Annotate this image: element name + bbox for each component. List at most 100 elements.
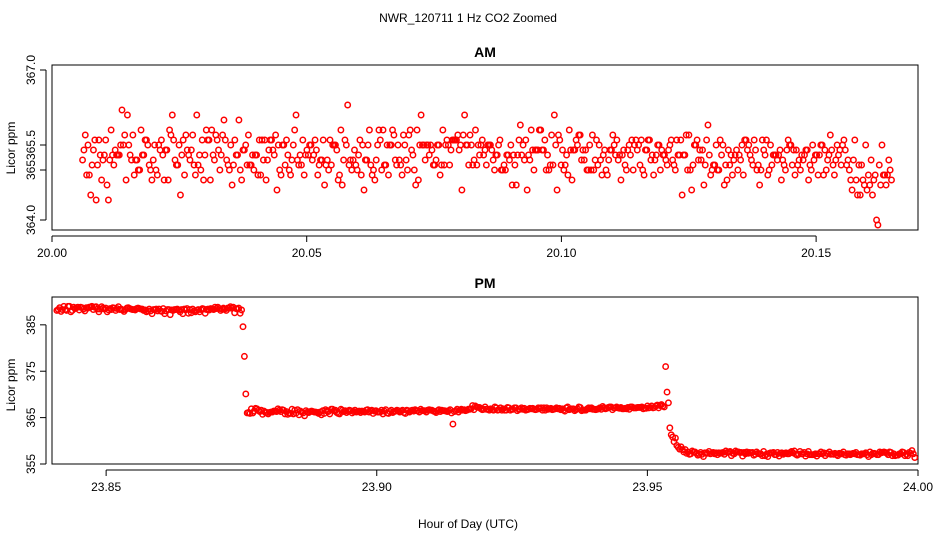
am-data-point [107, 126, 115, 134]
am-data-point [444, 141, 452, 149]
am-x-tick-label: 20.05 [292, 246, 322, 260]
am-data-point [137, 126, 145, 134]
am-data-point [163, 146, 171, 154]
am-data-point [750, 136, 758, 144]
pm-data-point [70, 303, 78, 311]
am-data-point [745, 141, 753, 149]
am-data-point [622, 166, 630, 174]
am-data-point [91, 136, 99, 144]
am-data-point [871, 171, 879, 179]
am-data-point [106, 156, 114, 164]
am-data-point [225, 166, 233, 174]
am-data-point [825, 151, 833, 159]
pm-data-point [449, 420, 457, 428]
am-data-point [420, 141, 428, 149]
am-data-point [557, 161, 565, 169]
am-data-point [685, 131, 693, 139]
am-data-point [439, 126, 447, 134]
am-data-point [814, 171, 822, 179]
am-data-point [298, 161, 305, 169]
am-data-point [393, 161, 401, 169]
am-data-point [527, 126, 535, 134]
am-data-point [87, 191, 95, 199]
am-data-point [174, 161, 182, 169]
am-data-point [703, 136, 711, 144]
am-data-point [754, 161, 762, 169]
am-data-point [719, 141, 727, 149]
am-data-point [681, 151, 689, 159]
am-data-point [378, 166, 386, 174]
am-data-point [516, 121, 524, 129]
am-data-point [640, 171, 648, 179]
am-data-point [92, 196, 100, 204]
pm-x-tick-label: 23.85 [91, 480, 121, 494]
am-data-point [752, 146, 759, 154]
am-data-point [467, 141, 475, 149]
am-data-point [597, 156, 605, 164]
am-data-point [514, 151, 522, 159]
am-data-point [359, 141, 367, 149]
am-data-point [196, 151, 203, 159]
am-data-point [829, 161, 837, 169]
am-data-point [587, 166, 595, 174]
am-data-point [718, 151, 726, 159]
am-data-point [118, 106, 126, 114]
am-data-point [813, 151, 821, 159]
am-data-point [481, 146, 489, 154]
am-data-point [737, 156, 745, 164]
am-data-point [682, 131, 690, 139]
am-data-point [292, 111, 300, 119]
am-data-point [474, 141, 482, 149]
am-data-point [387, 141, 395, 149]
am-data-point [235, 116, 243, 124]
am-data-point [242, 141, 250, 149]
am-data-point [371, 176, 379, 184]
am-data-point [761, 151, 769, 159]
am-data-point [170, 136, 178, 144]
am-data-point [886, 166, 894, 174]
am-data-point [428, 146, 436, 154]
am-data-point [144, 141, 152, 149]
am-data-point [552, 141, 560, 149]
am-data-point [556, 136, 564, 144]
am-data-point [762, 136, 770, 144]
am-data-point [247, 161, 255, 169]
am-data-point [582, 146, 590, 154]
am-data-point [739, 171, 747, 179]
am-data-point [565, 126, 573, 134]
am-data-point [370, 166, 377, 174]
am-data-point [491, 166, 498, 174]
am-data-point [238, 176, 246, 184]
am-data-point [463, 141, 471, 149]
am-data-point [333, 146, 341, 154]
am-x-tick-label: 20.15 [801, 246, 831, 260]
am-data-point [704, 121, 712, 129]
am-data-point [376, 136, 384, 144]
am-data-point [151, 141, 159, 149]
am-data-point [852, 176, 860, 184]
am-data-point [342, 141, 350, 149]
am-data-point [153, 171, 161, 179]
am-data-point [722, 161, 730, 169]
am-data-point [220, 116, 228, 124]
pm-data-point [225, 304, 233, 312]
am-data-point [795, 156, 803, 164]
am-data-point [291, 126, 299, 134]
am-data-point [849, 156, 857, 164]
am-data-point [579, 146, 587, 154]
am-data-point [673, 136, 681, 144]
am-data-point [447, 146, 455, 154]
am-data-point [244, 131, 252, 139]
am-data-point [125, 141, 133, 149]
am-data-point [540, 146, 547, 154]
am-data-point [160, 176, 168, 184]
am-data-point [337, 126, 345, 134]
am-data-point [689, 161, 697, 169]
am-data-point [716, 136, 724, 144]
pm-data-point [239, 323, 247, 331]
pm-data-point [242, 390, 250, 398]
am-data-point [482, 161, 490, 169]
am-data-point [563, 151, 571, 159]
am-data-point [470, 156, 478, 164]
am-data-point [465, 161, 473, 169]
